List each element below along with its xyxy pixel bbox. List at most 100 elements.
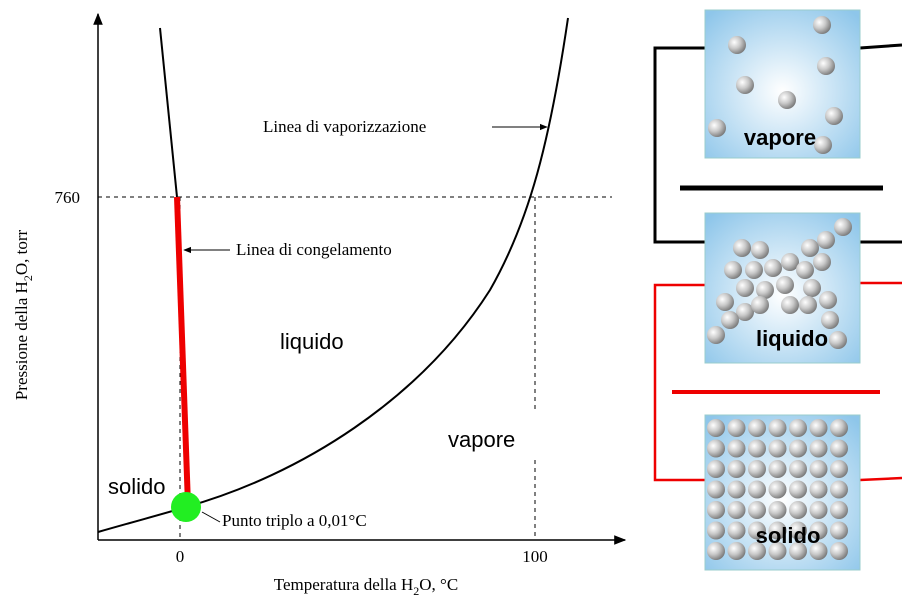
particle [830,460,848,478]
particle [776,276,794,294]
particle [781,253,799,271]
particle [825,107,843,125]
particle [834,218,852,236]
freezing-line [159,27,178,198]
particle [748,521,766,540]
box-label: liquido [756,326,828,351]
region-label: solido [108,474,165,499]
particle [819,291,837,309]
particles [707,16,852,560]
particle [727,460,746,478]
annotation: Linea di vaporizzazione [263,117,426,136]
box-label: vapore [744,125,816,150]
particle [809,439,828,458]
particle [748,460,766,478]
particle [748,542,766,560]
y-tick-label: 760 [55,188,81,207]
freezing-line-red [174,196,191,506]
particle [809,480,828,499]
region-label: liquido [280,329,344,354]
particle [768,480,787,499]
particle [809,542,828,560]
particle [736,279,754,297]
particle [748,439,766,458]
particle [821,311,839,329]
particle [727,501,746,519]
particle [814,136,832,154]
particle [799,296,817,314]
particle [817,57,835,75]
bracket [859,43,902,244]
x-tick-label: 100 [522,547,548,566]
particle [707,521,725,540]
particle [830,501,848,519]
x-axis-label: Temperatura della H2O, °C [274,575,458,598]
particle [707,419,725,437]
particle [751,241,769,259]
particle [721,311,739,329]
particle [789,439,807,458]
particle [733,239,751,257]
particle [789,480,807,499]
particle [748,419,766,437]
particle [707,460,725,478]
bracket [859,281,902,482]
particle [708,119,726,137]
particle [789,419,807,437]
particle [728,36,746,54]
particle [789,460,807,478]
particle [813,16,831,34]
particle [707,326,725,344]
particle [809,521,828,540]
particle [716,293,734,311]
particle [748,501,766,519]
particle [830,480,848,499]
vaporization-line [97,17,569,533]
particle [809,419,828,437]
particle [724,261,742,279]
triple-point [171,492,201,522]
particle [727,419,746,437]
particle [707,439,725,458]
particle [768,460,787,478]
particle [830,419,848,437]
particle [756,281,774,299]
particle [707,480,725,499]
particle [789,501,807,519]
particle [829,331,847,349]
particle [727,542,746,560]
particle [727,480,746,499]
particle [736,303,754,321]
particle [751,296,769,314]
particle [768,419,787,437]
box-label: solido [756,523,821,548]
particle [809,460,828,478]
particle [830,521,848,540]
arrow [201,511,221,523]
particle [727,521,746,540]
particle [745,261,763,279]
particle [748,480,766,499]
vapor-box [704,9,861,159]
particle [768,521,787,540]
particle [764,259,782,277]
particle [707,542,725,560]
region-label: vapore [448,427,515,452]
particle [707,501,725,519]
particle [803,279,821,297]
particle [830,439,848,458]
particle [789,521,807,540]
particle [768,542,787,560]
bracket [653,46,705,244]
y-axis-label: Pressione della H2O, torr [12,230,35,401]
x-tick-label: 0 [176,547,185,566]
particle [796,261,814,279]
bracket [653,283,705,482]
particle [789,542,807,560]
particle [727,439,746,458]
particle [801,239,819,257]
particle [781,296,799,314]
particle [817,231,835,249]
annotation: Linea di congelamento [236,240,392,259]
